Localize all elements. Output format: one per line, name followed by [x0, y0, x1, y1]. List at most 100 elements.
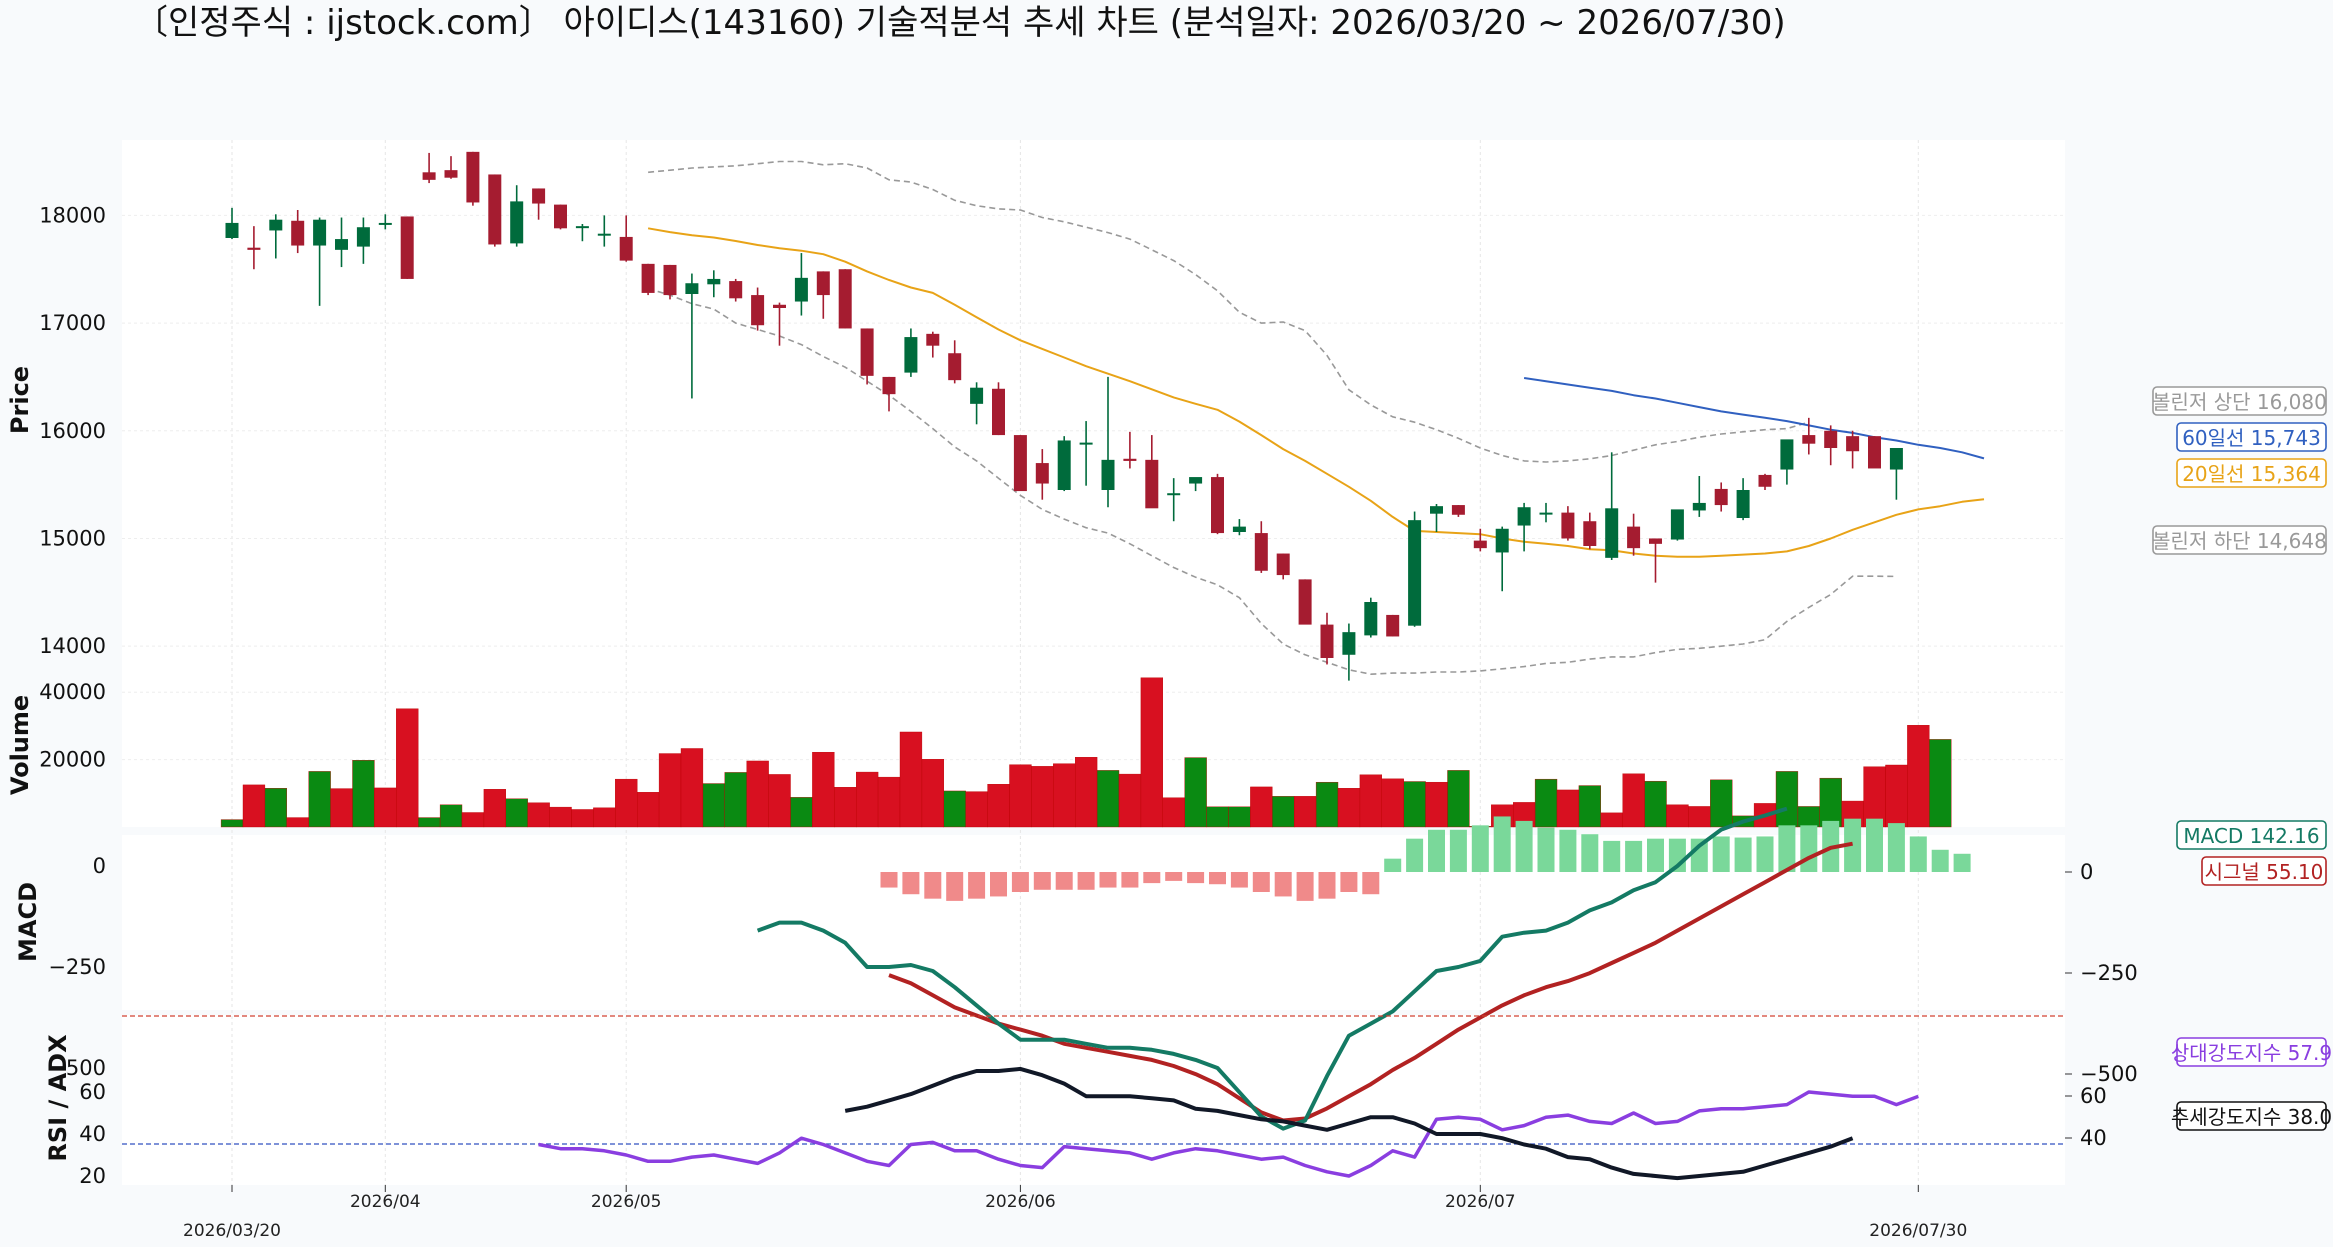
macd-right-tick-label: −500: [2080, 1062, 2138, 1086]
candle-body: [948, 353, 962, 381]
bollinger-lower-line: [647, 287, 1897, 675]
macd-histogram-bar: [1121, 872, 1139, 888]
volume-bar: [702, 783, 726, 828]
volume-bar: [396, 708, 419, 828]
signal-value-tag-box: [2201, 856, 2327, 886]
macd-histogram-bar: [1471, 825, 1489, 872]
volume-bar: [505, 798, 528, 828]
macd-tick-label: −500: [48, 1056, 106, 1080]
volume-bar: [571, 809, 594, 828]
volume-bar: [1885, 764, 1908, 828]
macd-histogram-bar: [1931, 849, 1949, 872]
macd-panel: [122, 835, 2065, 1010]
price-tick-label: 18000: [39, 203, 106, 227]
macd-histogram-bar: [1647, 838, 1664, 872]
macd-histogram-bar: [1887, 823, 1905, 872]
macd-histogram-bar: [1581, 834, 1599, 872]
bollinger-upper-tag: 볼린저 상단 16,080: [2152, 390, 2327, 414]
candle-body: [313, 219, 327, 246]
candle-body: [1692, 502, 1706, 511]
macd-histogram-bar: [1011, 872, 1029, 892]
volume-bar: [965, 791, 988, 828]
macd-histogram-bar: [1143, 872, 1161, 884]
candle-body: [1276, 553, 1290, 576]
macd-histogram-bar: [1296, 872, 1314, 901]
volume-bar: [1403, 781, 1426, 828]
x-tick-label: 2026/03/20: [183, 1221, 281, 1241]
candle-body: [1802, 435, 1816, 444]
candle-body: [1889, 448, 1903, 470]
volume-bar: [768, 774, 791, 828]
candle-body: [378, 222, 392, 225]
volume-axis-label: Volume: [6, 695, 34, 795]
candle-body: [1539, 512, 1553, 515]
candle-body: [1670, 509, 1684, 540]
volume-bar: [286, 817, 309, 828]
volume-bar: [1710, 779, 1733, 828]
volume-tick-label: 20000: [39, 748, 106, 772]
candle-body: [1824, 430, 1838, 448]
volume-bar: [352, 760, 375, 828]
macd-histogram-bar: [1384, 858, 1402, 872]
volume-bar: [987, 784, 1010, 828]
candle-body: [444, 170, 458, 178]
macd-histogram-bar: [946, 872, 964, 901]
volume-bar: [724, 772, 747, 828]
rsi-tick-label: 20: [79, 1164, 106, 1188]
macd-histogram-bar: [1055, 872, 1073, 890]
price-tick-label: 17000: [39, 311, 106, 335]
macd-histogram-bar: [1603, 840, 1621, 872]
candle-body: [335, 239, 348, 250]
volume-bar: [658, 753, 682, 828]
rsi-line: [538, 1090, 1919, 1178]
macd-value-tag: MACD 142.16: [2183, 824, 2319, 848]
ma60-tag: 60일선 15,743: [2182, 426, 2321, 450]
candle-body: [619, 236, 633, 261]
volume-bar: [746, 760, 769, 828]
volume-bar: [1009, 764, 1032, 828]
macd-histogram-bar: [1077, 872, 1095, 890]
candle-body: [1408, 520, 1422, 626]
candle-body: [532, 188, 546, 204]
volume-bar: [1053, 763, 1076, 828]
volume-bar: [856, 771, 879, 828]
x-tick-label: 2026/05: [591, 1192, 662, 1212]
candle-body: [751, 295, 765, 326]
rsi-axis-label: RSI / ADX: [44, 1034, 72, 1162]
chart-title: 〔인정주식 : ijstock.com〕 아이디스(143160) 기술적분석 …: [134, 3, 1786, 43]
volume-bar: [1031, 766, 1054, 828]
macd-histogram-bar: [1033, 872, 1051, 890]
candle-body: [291, 220, 305, 246]
volume-bar: [1118, 773, 1142, 828]
volume-bar: [615, 778, 638, 828]
volume-bar: [899, 731, 923, 828]
volume-bar: [1228, 806, 1251, 828]
signal-value-tag: 시그널 55.10: [2205, 860, 2324, 884]
volume-bar: [264, 788, 287, 828]
volume-bar: [1315, 781, 1339, 828]
candle-body: [882, 376, 896, 395]
macd-histogram-bar: [1099, 872, 1117, 888]
candle-body: [838, 269, 852, 329]
volume-bar: [877, 776, 901, 828]
candle-body: [1254, 533, 1268, 571]
macd-histogram-bar: [880, 872, 898, 888]
candle-body: [575, 226, 589, 229]
volume-bar: [680, 748, 704, 828]
volume-bar: [1381, 778, 1404, 828]
bollinger-lower-tag: 볼린저 하단 14,648: [2152, 529, 2327, 553]
macd-line: [756, 806, 1788, 1131]
candle-body: [554, 204, 567, 229]
macd-histogram-bar: [1625, 840, 1643, 872]
adx-value-tag: 추세강도지수 38.0: [2171, 1105, 2332, 1129]
x-tick-label: 2026/07/30: [1869, 1221, 1967, 1241]
macd-histogram-bar: [1559, 829, 1577, 872]
macd-histogram-bar: [1406, 838, 1424, 872]
ma20-tag-box: [2176, 458, 2327, 488]
candle-body: [1561, 512, 1575, 539]
volume-bar: [1534, 778, 1558, 828]
volume-bar: [1578, 785, 1602, 828]
price-volume-panel: [122, 140, 2065, 827]
rsi-tick-label: 60: [79, 1080, 106, 1104]
candle-body: [1298, 579, 1312, 625]
